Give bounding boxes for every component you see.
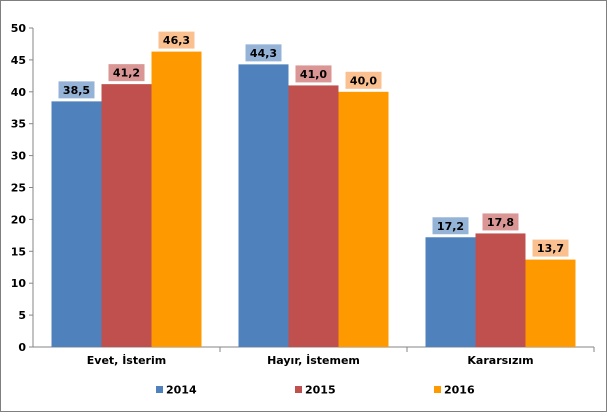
legend-label-2016: 2016 xyxy=(444,384,475,397)
data-label-box xyxy=(345,71,382,89)
y-tick-label: 50 xyxy=(11,22,27,35)
data-label-box xyxy=(432,217,469,235)
data-label: 13,7 xyxy=(537,242,564,255)
bar-2015-0 xyxy=(101,84,152,348)
x-category-label: Kararsızım xyxy=(467,354,533,367)
data-label: 41,0 xyxy=(300,68,327,81)
legend-label-2015: 2015 xyxy=(305,384,336,397)
x-category-label: Evet, İsterim xyxy=(87,353,166,367)
data-label: 38,5 xyxy=(63,84,90,97)
y-tick-label: 0 xyxy=(18,341,26,354)
bar-2014-0 xyxy=(51,101,102,348)
data-label: 44,3 xyxy=(250,47,277,60)
data-label-box xyxy=(245,44,282,62)
legend-swatch-2016 xyxy=(434,386,441,393)
y-tick-label: 40 xyxy=(11,86,27,99)
bar-2014-2 xyxy=(425,237,476,347)
data-label-box xyxy=(58,81,95,99)
data-label: 40,0 xyxy=(350,74,377,87)
y-tick-label: 15 xyxy=(11,245,26,258)
y-tick-label: 20 xyxy=(11,213,27,226)
data-label: 17,8 xyxy=(487,216,514,229)
y-tick-label: 35 xyxy=(11,118,26,131)
data-label: 46,3 xyxy=(163,34,190,47)
data-label: 17,2 xyxy=(437,220,464,233)
data-label-box xyxy=(158,31,195,49)
data-label-box xyxy=(295,65,332,83)
y-tick-label: 45 xyxy=(11,54,26,67)
y-tick-label: 25 xyxy=(11,182,26,195)
bar-2016-1 xyxy=(338,91,389,347)
x-category-label: Hayır, İstemem xyxy=(267,353,360,367)
data-label-box xyxy=(532,239,569,257)
data-label-box xyxy=(108,64,145,82)
bar-2016-0 xyxy=(151,51,202,348)
y-tick-label: 30 xyxy=(11,150,27,163)
bar-2016-2 xyxy=(525,259,576,347)
bar-2015-2 xyxy=(475,233,526,347)
y-tick-label: 5 xyxy=(18,309,26,322)
legend-swatch-2015 xyxy=(295,386,302,393)
bar-2015-1 xyxy=(288,85,339,348)
data-label-box xyxy=(482,213,519,231)
bar-2014-1 xyxy=(238,64,289,347)
data-label: 41,2 xyxy=(113,67,140,80)
legend-label-2014: 2014 xyxy=(166,384,197,397)
y-tick-label: 10 xyxy=(11,277,27,290)
legend-swatch-2014 xyxy=(156,386,163,393)
